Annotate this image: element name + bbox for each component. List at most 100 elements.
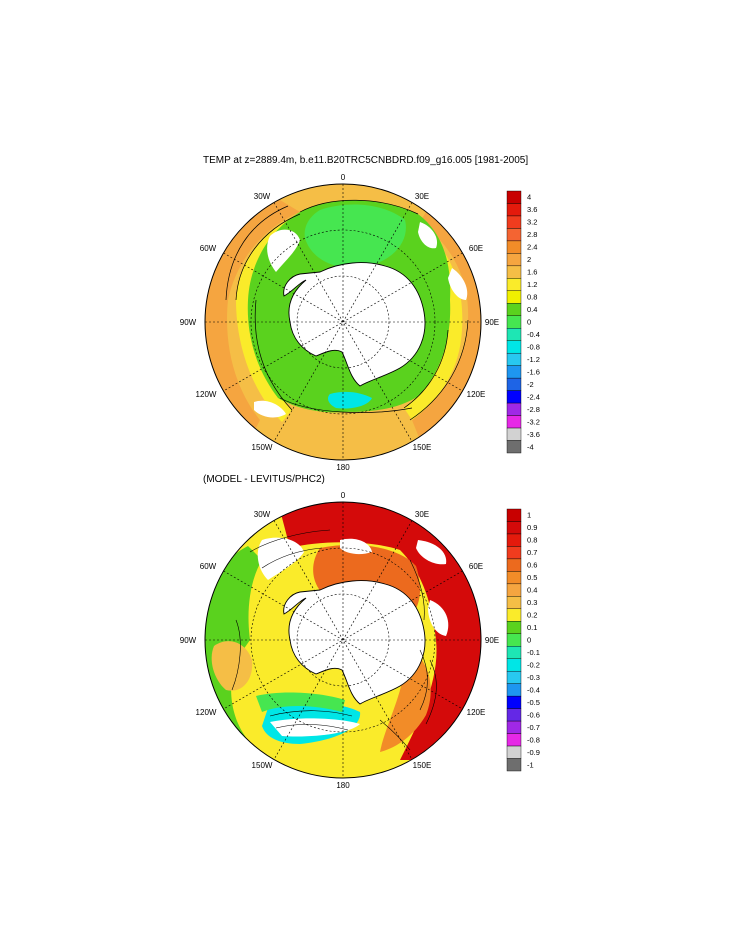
lon-label: 150W	[252, 761, 273, 770]
orange-band	[205, 200, 300, 440]
lon-label: 150W	[252, 443, 273, 452]
green-ross	[256, 692, 345, 712]
colorbar-label: 0.4	[527, 305, 537, 314]
lon-labels: 0 30E 60E 90E 120E 150E 180 150W 120W 90…	[180, 173, 499, 472]
colorbar-swatch	[506, 608, 522, 622]
colorbar-label: 2.4	[527, 243, 537, 252]
lon-label: 120E	[467, 390, 486, 399]
colorbar-label: 0.7	[527, 548, 537, 557]
colorbar-label: -0.1	[527, 648, 540, 657]
colorbar-label: -1.2	[527, 355, 540, 364]
colorbar-swatch	[506, 278, 522, 292]
colorbar-swatch	[506, 402, 522, 416]
colorbar-label: -0.3	[527, 673, 540, 682]
colorbar-label: 3.2	[527, 218, 537, 227]
lon-label: 120W	[196, 708, 217, 717]
colorbar-label: 1.2	[527, 280, 537, 289]
lon-label: 120E	[467, 708, 486, 717]
colorbar-label: -0.6	[527, 710, 540, 719]
lon-label: 0	[341, 173, 346, 182]
colorbar-label: -2.8	[527, 405, 540, 414]
colorbar-swatch	[506, 596, 522, 610]
colorbar-label: -0.5	[527, 698, 540, 707]
colorbar-label: -0.2	[527, 660, 540, 669]
colorbar-swatch	[506, 377, 522, 391]
lon-label: 60W	[200, 244, 217, 253]
missing-data-2	[340, 538, 372, 555]
colorbar-label: 0.4	[527, 586, 537, 595]
colorbar-swatch	[506, 508, 522, 522]
map-border	[204, 183, 482, 461]
panel-title: TEMP at z=2889.4m, b.e11.B20TRC5CNBDRD.f…	[203, 155, 528, 166]
colorbar-swatch	[506, 190, 522, 204]
colorbar-swatch	[506, 658, 522, 672]
colorbar-swatch	[506, 745, 522, 759]
colorbar-label: 0.3	[527, 598, 537, 607]
lon-label: 180	[336, 781, 350, 790]
lon-label: 90E	[485, 636, 499, 645]
lon-label: 120W	[196, 390, 217, 399]
lon-label: 60W	[200, 562, 217, 571]
missing-data-2	[418, 222, 438, 249]
colorbar-label: 0.8	[527, 293, 537, 302]
colorbar-swatch	[506, 708, 522, 722]
colorbar-swatch	[506, 328, 522, 341]
colorbar-swatch	[506, 571, 522, 585]
colorbar-temp: 4 3.6 3.2 2.8 2.4 2 1.6 1.2 0.8 0.4 0 -0.4 -0.8 -1.2 -…	[506, 190, 540, 454]
colorbar-swatch	[506, 340, 522, 354]
map-border	[204, 501, 482, 779]
colorbar-swatch	[506, 315, 522, 329]
contours	[231, 529, 437, 751]
colorbar-swatch	[506, 203, 522, 217]
colorbar-label: -2.4	[527, 392, 540, 401]
colorbar-label: 3.6	[527, 205, 537, 214]
colorbar-swatch	[506, 670, 522, 684]
colorbar-label: -1.6	[527, 367, 540, 376]
colorbar-swatch	[506, 253, 522, 267]
colorbar-swatch	[506, 583, 522, 597]
colorbar-label: 2.8	[527, 230, 537, 239]
colorbar-swatch	[506, 290, 522, 304]
colorbar-label: -0.8	[527, 735, 540, 744]
lon-label: 150E	[413, 761, 432, 770]
map-diff	[205, 502, 481, 778]
colorbar-label: 2	[527, 255, 531, 264]
missing-data-1	[257, 537, 304, 580]
colorbar-label: -3.6	[527, 430, 540, 439]
antarctica	[283, 262, 426, 387]
lon-label: 180	[336, 463, 350, 472]
light-green-weddell	[304, 204, 406, 269]
colorbar-label: 0.6	[527, 561, 537, 570]
colorbar-label: -4	[527, 442, 534, 451]
colorbar-label: -0.8	[527, 342, 540, 351]
colorbar-swatch	[506, 215, 522, 229]
colorbar-swatch	[506, 265, 522, 279]
missing-data-4	[428, 600, 449, 636]
missing-data-3	[416, 540, 447, 565]
colorbar-label: -1	[527, 760, 534, 769]
colorbar-label: 1	[527, 511, 531, 520]
lon-label: 30W	[254, 510, 271, 519]
panel-temp: TEMP at z=2889.4m, b.e11.B20TRC5CNBDRD.f…	[180, 155, 540, 472]
colorbar-label: -2	[527, 380, 534, 389]
colorbar-swatch	[506, 365, 522, 379]
missing-data-1	[267, 229, 300, 272]
lon-label: 90W	[180, 636, 197, 645]
colorbar-swatch	[506, 621, 522, 634]
lon-label: 30W	[254, 192, 271, 201]
colorbar-label: -0.4	[527, 685, 540, 694]
panel-diff: (MODEL - LEVITUS/PHC2)	[180, 474, 540, 790]
colorbar-swatch	[506, 695, 522, 709]
colorbar-swatch	[506, 683, 522, 697]
colorbar-swatch	[506, 390, 522, 404]
missing-data-4	[254, 400, 286, 418]
lon-label: 30E	[415, 510, 429, 519]
colorbar-label: 1.6	[527, 268, 537, 277]
colorbar-swatch	[506, 228, 522, 242]
colorbar-swatch	[506, 558, 522, 572]
colorbar-swatch	[506, 533, 522, 547]
colorbar-label: 0.9	[527, 523, 537, 532]
colorbar-label: -0.4	[527, 330, 540, 339]
colorbar-swatch	[506, 758, 522, 772]
